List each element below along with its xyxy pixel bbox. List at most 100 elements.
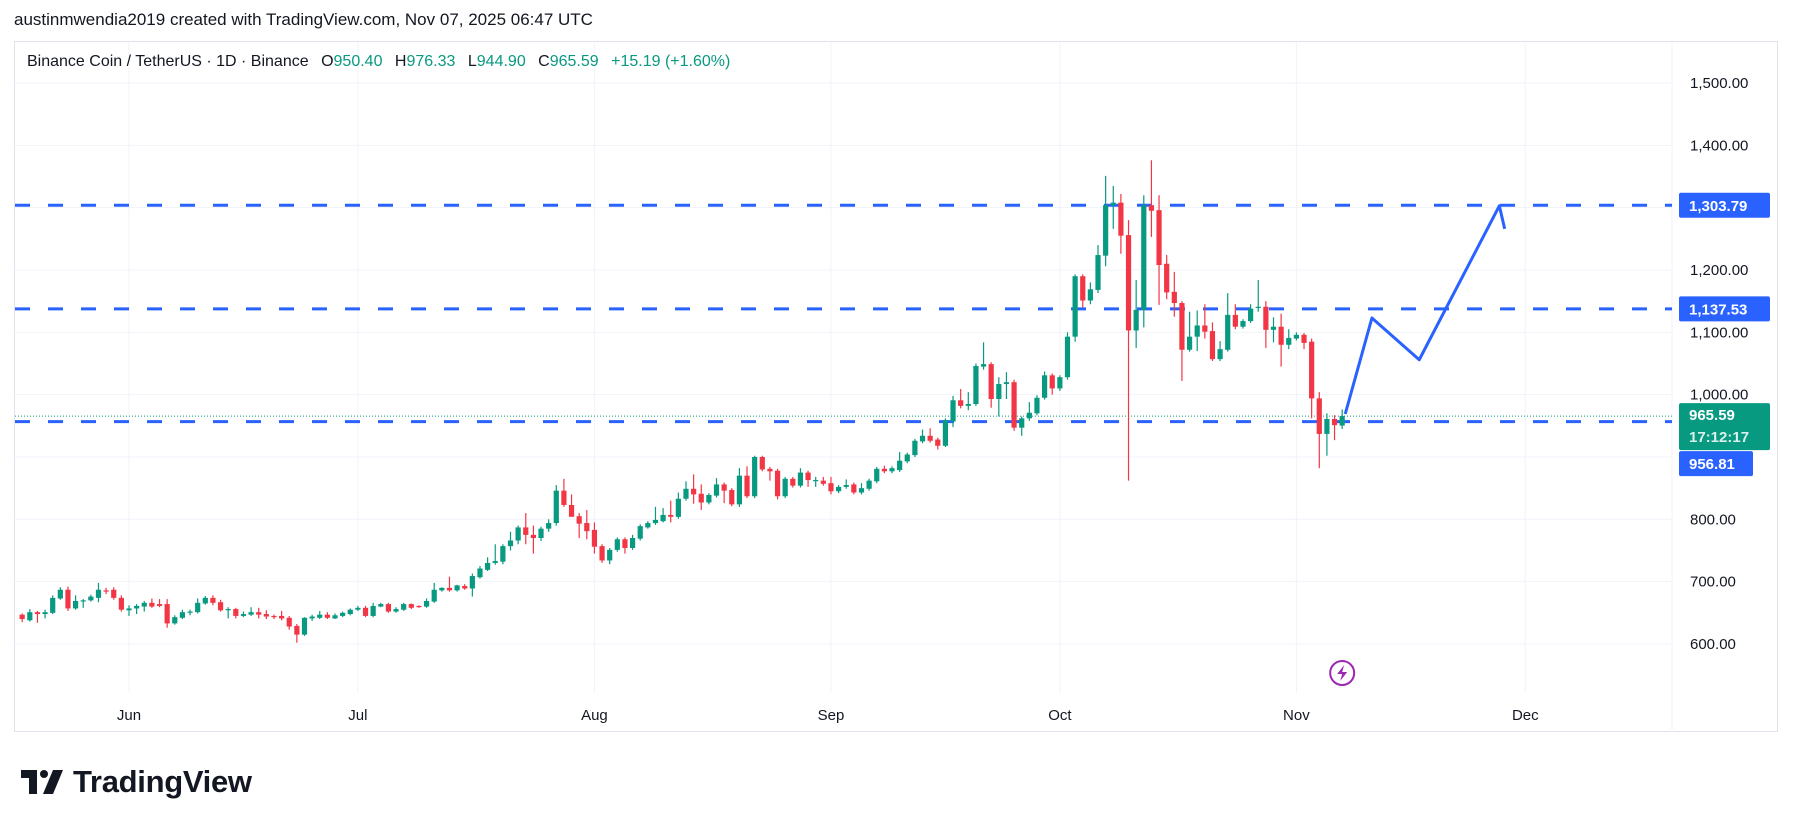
horizontal-lines[interactable] [15,203,1672,424]
candle [713,478,720,498]
candle-body [286,617,292,627]
candle [782,476,788,499]
candle [1286,329,1292,350]
candle-body [1087,289,1093,301]
candle [591,522,598,554]
candle [179,609,186,620]
candle-body [416,605,422,608]
candle [874,466,880,484]
candle [1057,375,1063,391]
candle [65,586,71,611]
candle [103,587,109,595]
candle [530,525,536,554]
candle [378,602,384,608]
candle-body [454,585,460,591]
candle-body [1125,235,1132,331]
candle [141,600,147,612]
candle [1042,371,1048,400]
candle [1255,279,1261,312]
candle-body [431,589,437,602]
candle [492,544,498,565]
candle [835,485,842,494]
candle [752,455,758,499]
candle-body [774,470,781,497]
candle-body [744,475,750,497]
candle [805,470,811,487]
candle-body [729,490,735,505]
candle-body [179,612,186,618]
price-tick-label: 600.00 [1690,636,1736,653]
candle-body [668,514,674,517]
tradingview-logo[interactable]: TradingView [21,764,252,800]
candle [195,598,201,614]
candle-body [591,529,598,547]
candle [57,587,63,600]
candle [889,466,895,474]
symbol-title[interactable]: Binance Coin / TetherUS · 1D · Binance [27,53,309,70]
candle-body [576,516,582,524]
candle-body [34,612,41,615]
price-axis[interactable]: 1,500.00 1,400.00 1,200.00 1,100.00 1,000.00… [1690,75,1748,653]
candle [1072,274,1078,342]
candle-body [1026,412,1032,419]
candle [1248,304,1254,323]
candle-body [65,589,71,609]
candle [691,474,697,504]
tradingview-logo-icon [21,770,63,794]
candle-body [919,435,926,442]
candle-body [561,490,567,505]
candle [286,615,292,630]
candle [477,566,483,579]
projection-drawing[interactable] [1343,204,1507,415]
high-label: H [394,53,407,70]
candle [317,610,323,620]
candle-body [713,484,720,496]
candle [965,392,971,411]
low-label: L [467,53,477,70]
candle-body [988,364,994,400]
candle-body [477,568,483,578]
time-axis[interactable]: Jun Jul Aug Sep Oct Nov Dec [117,707,1539,724]
candle-body [485,562,491,570]
level-badge-1137-bg [1679,296,1770,322]
candle [172,615,178,625]
candle-body [1064,336,1071,378]
candle [1194,310,1200,352]
candle-body [111,589,117,598]
candle [828,476,834,495]
candle [988,362,994,408]
candle-body [263,614,269,617]
candle [1087,282,1093,305]
lightning-icon[interactable] [1329,660,1356,686]
candle-body [1057,377,1063,389]
price-tick-label: 700.00 [1690,574,1736,591]
candle [485,557,491,572]
candle-body [1110,202,1116,206]
candle [1095,245,1101,294]
candle-body [752,456,758,497]
candle-body [958,400,964,406]
candle [660,508,666,523]
candle-body [675,498,681,517]
candle-body [80,600,86,602]
time-tick-label: Jul [348,707,367,724]
open-value: 950.40 [333,53,383,70]
candle [1064,332,1071,380]
candle-body [691,488,697,495]
time-tick-label: Sep [818,707,845,724]
candle [721,482,727,504]
candle [996,377,1002,417]
candle-body [950,400,956,422]
candle [1125,220,1132,481]
price-tick-label: 1,100.00 [1690,324,1748,341]
candle-body [607,549,613,561]
candle-body [256,612,262,615]
candle [767,466,773,481]
candle [439,587,445,592]
candle-body [1202,325,1208,332]
candle-body [851,484,857,493]
last-price-text: 965.59 [1689,407,1735,424]
candle-body [553,490,559,524]
candle [523,513,529,545]
